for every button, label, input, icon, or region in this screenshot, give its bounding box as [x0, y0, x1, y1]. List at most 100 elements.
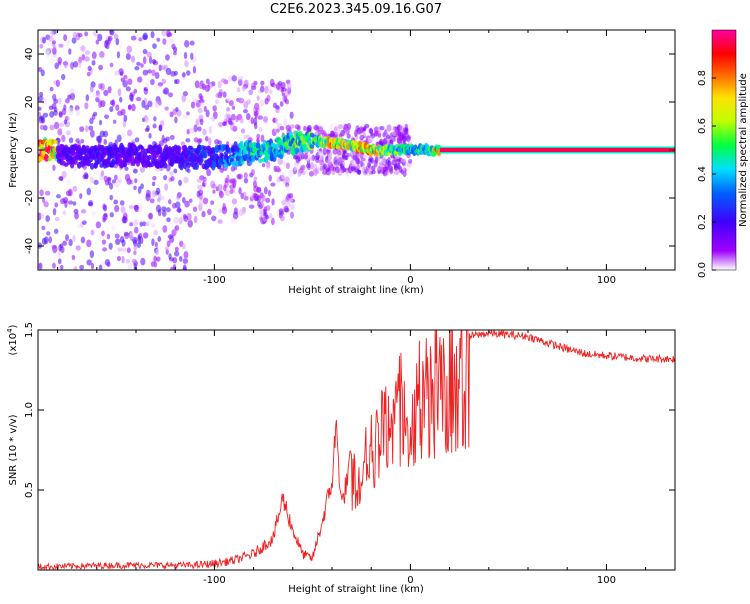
spectrogram-noise-cell: [197, 138, 202, 145]
spectrogram-noise-cell: [114, 181, 120, 188]
spectrogram-noise-cell: [72, 235, 76, 243]
spectrogram-noise-cell: [193, 124, 198, 133]
spectrogram-noise-cell: [91, 60, 96, 66]
spectrogram-noise-cell: [190, 101, 196, 109]
spectrogram-noise-cell: [73, 166, 78, 172]
spectrogram-noise-cell: [58, 97, 62, 105]
spectrogram-noise-cell: [332, 166, 337, 172]
spectrogram-trace-cell: [186, 162, 191, 168]
spectrogram-noise-cell: [134, 137, 140, 143]
spectrogram-noise-cell: [117, 173, 124, 182]
spectrogram-noise-cell: [256, 95, 260, 101]
spectrogram-noise-cell: [68, 137, 74, 144]
spectrogram-noise-cell: [303, 154, 309, 160]
spectrogram-noise-cell: [80, 209, 87, 214]
spectrogram-noise-cell: [396, 137, 402, 144]
spectrogram-noise-cell: [80, 236, 86, 244]
spectrogram-noise-cell: [168, 92, 173, 98]
spectrogram-noise-cell: [155, 248, 161, 255]
spectrogram-noise-cell: [139, 221, 144, 227]
spectrogram-noise-cell: [313, 163, 317, 171]
spectrogram-noise-cell: [189, 40, 195, 46]
spectrogram-noise-cell: [124, 166, 129, 171]
spectrogram-noise-cell: [194, 80, 200, 89]
spectrogram-noise-cell: [262, 115, 268, 123]
spectrogram-noise-cell: [68, 188, 73, 197]
spectrogram-noise-cell: [152, 176, 157, 181]
spectrogram-noise-cell: [161, 134, 165, 143]
spectrogram-noise-cell: [109, 194, 114, 201]
spectrogram-noise-cell: [285, 162, 290, 170]
spectrogram-noise-cell: [229, 184, 234, 191]
spectrogram-noise-cell: [113, 174, 118, 181]
spectrogram-noise-cell: [271, 198, 275, 206]
spectrogram-noise-cell: [84, 120, 90, 127]
spectrogram-noise-cell: [197, 107, 203, 114]
spectrogram-noise-cell: [176, 194, 181, 200]
spectrogram-noise-cell: [368, 127, 373, 135]
spectrogram-noise-cell: [212, 105, 217, 112]
x-tick-label: -100: [203, 575, 226, 586]
spectrogram-noise-cell: [190, 52, 194, 60]
spectrogram-noise-cell: [79, 193, 83, 199]
spectrogram-noise-cell: [243, 195, 249, 201]
spectrogram-noise-cell: [378, 140, 383, 145]
spectrogram-noise-cell: [116, 51, 121, 59]
spectrogram-noise-cell: [344, 155, 349, 161]
x-tick-label: 0: [407, 275, 413, 286]
spectrogram-noise-cell: [346, 133, 351, 139]
spectrogram-noise-cell: [166, 240, 171, 247]
spectrogram-noise-cell: [121, 132, 126, 138]
spectrogram-noise-cell: [309, 156, 314, 161]
spectrogram-noise-cell: [281, 92, 286, 97]
spectrogram-noise-cell: [46, 231, 51, 236]
spectrogram-noise-cell: [108, 242, 113, 250]
spectrogram-noise-cell: [42, 36, 47, 44]
spectrogram-noise-cell: [81, 53, 86, 61]
y-tick-label: 20: [24, 96, 35, 109]
spectrogram-noise-cell: [260, 194, 266, 202]
spectrogram-noise-cell: [182, 258, 189, 264]
colorbar-tick-label: 0.2: [697, 214, 708, 230]
spectrogram-noise-cell: [184, 200, 190, 208]
spectrogram-noise-cell: [359, 134, 365, 141]
spectrogram-noise-cell: [208, 137, 212, 146]
spectrogram-trace-cell: [294, 147, 299, 155]
spectrogram-trace-cell: [258, 158, 263, 164]
spectrogram-noise-cell: [52, 44, 57, 53]
spectrogram-noise-cell: [57, 128, 63, 136]
spectrogram-noise-cell: [101, 230, 105, 237]
spectrogram-noise-cell: [187, 219, 193, 228]
spectrogram-noise-cell: [68, 238, 73, 247]
spectrogram-trace-cell: [309, 144, 315, 149]
spectrogram-noise-cell: [173, 51, 177, 56]
colorbar: 0.0 0.2 0.4 0.6 0.8 Normalized spectral ampl…: [697, 29, 749, 278]
spectrogram-noise-cell: [280, 81, 286, 90]
spectrogram-ylabel: Frequency (Hz): [8, 112, 19, 188]
spectrogram-noise-cell: [121, 255, 125, 264]
spectrogram-noise-cell: [69, 88, 75, 94]
spectrogram-noise-cell: [98, 64, 104, 71]
spectrogram-noise-cell: [367, 170, 372, 177]
spectrogram-noise-cell: [43, 201, 49, 208]
spectrogram-noise-cell: [75, 138, 80, 143]
spectrogram-noise-cell: [170, 266, 175, 270]
spectrogram-noise-cell: [102, 203, 106, 210]
spectrogram-noise-cell: [86, 113, 91, 120]
spectrogram-noise-cell: [356, 158, 360, 165]
spectrogram-noise-cell: [140, 257, 146, 266]
spectrogram-noise-cell: [290, 203, 295, 210]
spectrogram-noise-cell: [124, 173, 131, 182]
colorbar-tick-label: 0.8: [697, 70, 708, 86]
spectrogram-noise-cell: [265, 163, 271, 170]
spectrogram-noise-cell: [184, 39, 190, 48]
spectrogram-noise-cell: [69, 92, 76, 101]
spectrogram-noise-cell: [87, 65, 92, 72]
spectrogram-noise-cell: [63, 104, 67, 111]
spectrogram-noise-cell: [169, 111, 174, 118]
spectrogram-noise-cell: [142, 232, 149, 239]
spectrogram-noise-cell: [358, 128, 362, 135]
spectrogram-noise-cell: [179, 255, 183, 262]
spectrogram-noise-cell: [202, 197, 209, 205]
